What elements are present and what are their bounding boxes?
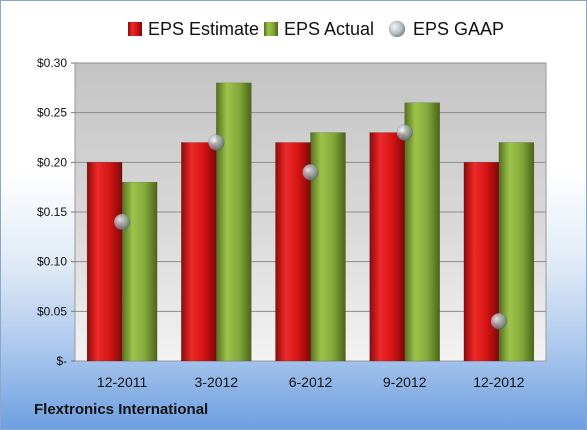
x-tick-label: 9-2012 [383, 374, 427, 390]
legend-swatch [128, 22, 142, 36]
y-tick-label: $0.20 [37, 155, 67, 169]
x-tick-label: 3-2012 [195, 374, 239, 390]
y-tick-label: $0.25 [37, 106, 67, 120]
gaap-markers [113, 124, 508, 330]
company-name: Flextronics International [34, 401, 209, 418]
legend-label: EPS GAAP [413, 19, 504, 39]
bar-eps-estimate [181, 142, 217, 362]
bar-eps-estimate [463, 162, 500, 362]
y-tick-label: $0.05 [37, 304, 67, 318]
bar-eps-actual [404, 102, 440, 362]
marker-eps-gaap [113, 213, 131, 231]
y-tick-label: $0.15 [37, 205, 67, 219]
legend-label: EPS Actual [284, 19, 374, 39]
bar-eps-actual [216, 82, 252, 362]
bar-eps-actual [121, 181, 158, 362]
x-tick-label: 12-2011 [97, 374, 148, 390]
marker-eps-gaap [208, 134, 225, 151]
bar-eps-estimate [369, 132, 405, 362]
legend-swatch [264, 22, 278, 36]
y-tick-label: $0.30 [37, 56, 67, 70]
bar-eps-estimate [86, 162, 123, 362]
x-tick-label: 12-2012 [473, 374, 525, 390]
legend: EPS Estimate EPS Actual EPS GAAP [128, 19, 504, 39]
x-axis: 12-2011 3-2012 6-2012 9-2012 12-2012 [97, 374, 525, 390]
marker-eps-gaap [302, 164, 319, 181]
y-tick-label: $- [56, 354, 67, 368]
legend-label: EPS Estimate [148, 19, 259, 39]
bar-eps-estimate [275, 142, 311, 362]
legend-swatch [388, 20, 406, 38]
y-tick-label: $0.10 [37, 255, 67, 269]
bars [86, 82, 535, 362]
x-tick-label: 6-2012 [289, 374, 333, 390]
marker-eps-gaap [490, 313, 508, 330]
bar-eps-actual [498, 142, 535, 362]
y-axis: $- $0.05 $0.10 $0.15 $0.20 $0.25 $0.30 [37, 56, 75, 368]
marker-eps-gaap [396, 124, 413, 141]
